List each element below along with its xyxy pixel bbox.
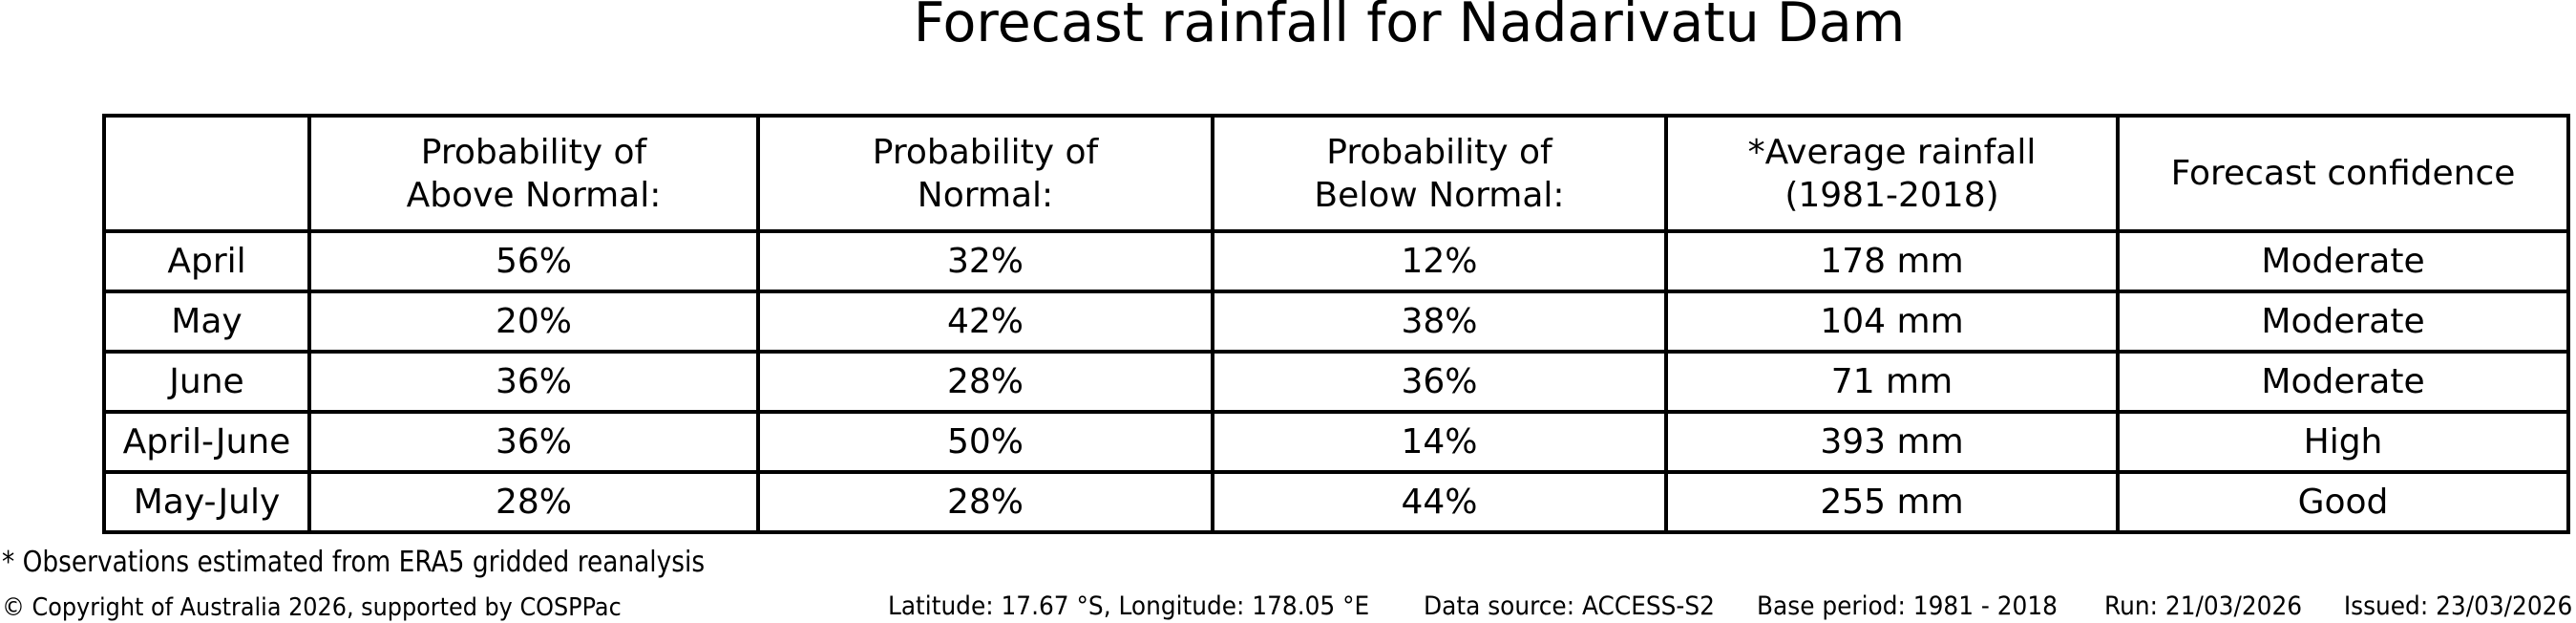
column-header-above-normal: Probability of Above Normal:	[307, 114, 760, 233]
corner-cell	[102, 114, 311, 233]
table-cell: 20%	[307, 290, 760, 354]
table-cell: Good	[2116, 470, 2570, 534]
table-row-may-july: May-July 28% 28% 44% 255 mm Good	[102, 470, 2570, 534]
table-cell: 36%	[307, 350, 760, 414]
table-cell: 38%	[1211, 290, 1668, 354]
row-label: April-June	[102, 410, 311, 474]
table-cell: 50%	[756, 410, 1214, 474]
issued-date-text: Issued: 23/03/2026	[2343, 591, 2572, 621]
run-date-text: Run: 21/03/2026	[2104, 591, 2303, 621]
column-header-average-rainfall: *Average rainfall (1981-2018)	[1664, 114, 2120, 233]
table-cell: 71 mm	[1664, 350, 2120, 414]
table-cell: 44%	[1211, 470, 1668, 534]
table-cell: 178 mm	[1664, 229, 2120, 293]
table-row-may: May 20% 42% 38% 104 mm Moderate	[102, 290, 2570, 354]
forecast-table: Probability of Above Normal: Probability…	[102, 114, 2570, 534]
table-cell: 28%	[756, 350, 1214, 414]
table-cell: High	[2116, 410, 2570, 474]
table-cell: 14%	[1211, 410, 1668, 474]
column-header-normal: Probability of Normal:	[756, 114, 1214, 233]
row-label: May	[102, 290, 311, 354]
table-cell: Moderate	[2116, 350, 2570, 414]
table-row-june: June 36% 28% 36% 71 mm Moderate	[102, 350, 2570, 414]
table-cell: 32%	[756, 229, 1214, 293]
table-cell: 28%	[756, 470, 1214, 534]
table-row-april: April 56% 32% 12% 178 mm Moderate	[102, 229, 2570, 293]
table-cell: 12%	[1211, 229, 1668, 293]
column-header-below-normal: Probability of Below Normal:	[1211, 114, 1668, 233]
column-header-forecast-confidence: Forecast confidence	[2116, 114, 2570, 233]
table-cell: 393 mm	[1664, 410, 2120, 474]
header-row: Probability of Above Normal: Probability…	[102, 114, 2570, 233]
data-source-text: Data source: ACCESS-S2	[1424, 591, 1715, 621]
row-label: April	[102, 229, 311, 293]
table-cell: Moderate	[2116, 229, 2570, 293]
footnote: * Observations estimated from ERA5 gridd…	[2, 546, 706, 579]
table-cell: 36%	[1211, 350, 1668, 414]
row-label: May-July	[102, 470, 311, 534]
copyright-text: © Copyright of Australia 2026, supported…	[2, 593, 622, 622]
table-cell: 36%	[307, 410, 760, 474]
table-cell: 42%	[756, 290, 1214, 354]
table-row-april-june: April-June 36% 50% 14% 393 mm High	[102, 410, 2570, 474]
location-text: Latitude: 17.67 °S, Longitude: 178.05 °E	[888, 591, 1370, 621]
table-cell: 104 mm	[1664, 290, 2120, 354]
page-title: Forecast rainfall for Nadarivatu Dam	[913, 0, 1906, 54]
base-period-text: Base period: 1981 - 2018	[1757, 591, 2058, 621]
table-cell: 28%	[307, 470, 760, 534]
table-cell: Moderate	[2116, 290, 2570, 354]
table-cell: 56%	[307, 229, 760, 293]
row-label: June	[102, 350, 311, 414]
table-cell: 255 mm	[1664, 470, 2120, 534]
